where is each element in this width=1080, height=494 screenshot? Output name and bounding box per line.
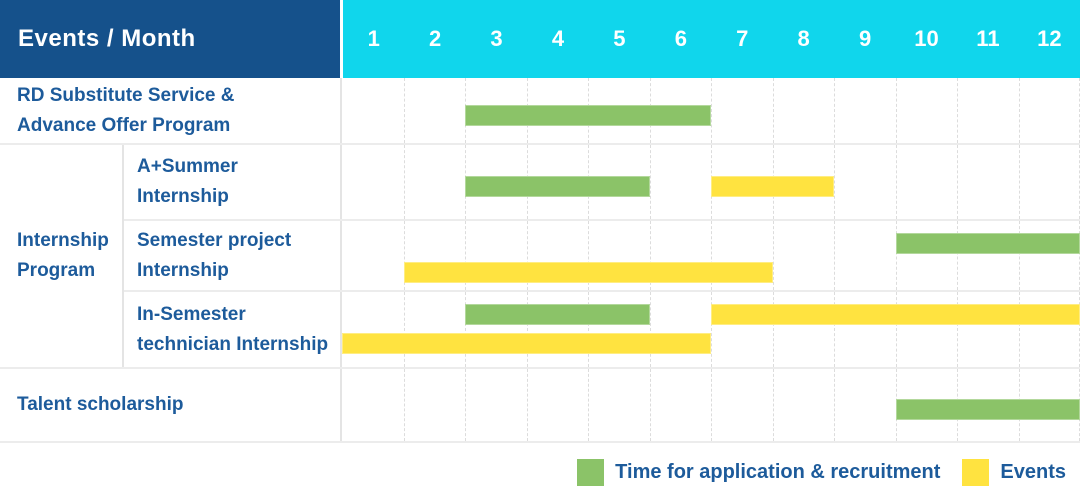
month-header-7: 7 [736,26,749,51]
month-gridline [526,221,528,291]
month-gridline [1018,78,1020,144]
row-label: Talent scholarship [17,394,184,416]
month-gridline [526,292,528,368]
month-gridline [465,369,466,441]
month-gridline [403,78,405,144]
month-gridline [957,292,958,368]
month-gridline [772,292,774,368]
month-gridline [649,369,651,441]
month-header-9: 9 [858,26,872,51]
month-gridline [772,78,774,144]
month-gridline [649,292,651,368]
month-header-3: 3 [490,26,503,51]
table-header-row: Events / Month 1 2 3 4 5 6 7 8 9 10 11 12 [0,0,1080,78]
month-gridline [834,145,835,220]
month-gridline [957,221,958,291]
legend-label: Events [1000,461,1066,483]
month-gridline [465,292,466,368]
event-bar [711,304,1080,326]
month-gridline [895,221,897,291]
month-gridline [711,78,712,144]
recruitment-bar [895,233,1080,255]
recruitment-bar [465,176,650,198]
month-gridline [895,145,897,220]
recruitment-bar [465,304,650,326]
month-header-10: 10 [914,26,939,51]
month-header-2: 2 [429,26,442,51]
chart-cell [340,221,1080,291]
legend-item-recruitment: Time for application & recruitment [577,459,940,486]
month-header-strip: 1 2 3 4 5 6 7 8 9 10 11 12 [340,0,1080,78]
event-bar [711,176,834,198]
month-gridline [465,221,466,291]
row-label: RD Substitute Service & Advance Offer Pr… [17,84,235,136]
month-header-12: 12 [1037,26,1062,51]
row-label: In-Semester technician Internship [137,303,329,355]
month-gridline [772,221,774,291]
row-label: A+Summer Internship [137,156,238,208]
corner-header-label: Events / Month [18,25,196,52]
month-gridline [1018,292,1020,368]
chart-cell [340,145,1080,220]
row-rd-substitute-service: RD Substitute Service & Advance Offer Pr… [0,78,1080,146]
month-gridline [772,369,774,441]
month-gridline [1018,221,1020,291]
recruitment-bar [895,399,1080,421]
chart-cell [340,369,1080,441]
month-gridline [957,78,958,144]
month-gridline [711,221,712,291]
month-gridline [895,78,897,144]
month-header-5: 5 [613,26,626,51]
month-header-11: 11 [976,26,1000,51]
month-gridline [403,369,405,441]
legend-item-events: Events [962,459,1066,486]
internship-program-group: Internship Program A+Summer Internship S… [0,145,1080,370]
recruitment-swatch-icon [577,459,605,486]
month-gridline [403,292,405,368]
schedule-table: Events / Month 1 2 3 4 5 6 7 8 9 10 11 12 RD Substi… [0,0,1080,443]
row-label: Semester project Internship [137,229,292,281]
events-swatch-icon [962,459,990,486]
month-gridline [403,221,405,291]
month-gridline [834,369,835,441]
legend-label: Time for application & recruitment [615,461,941,483]
month-gridline [649,221,651,291]
month-gridline [711,369,712,441]
month-gridline [526,369,528,441]
month-gridline [834,292,835,368]
corner-header-cell: Events / Month [0,0,340,78]
month-gridline [649,145,651,220]
month-header-1: 1 [367,26,380,51]
month-gridline [1018,145,1020,220]
month-gridline [957,145,958,220]
row-in-semester-technician-internship: In-Semester technician Internship [124,292,1080,368]
row-semester-project-internship: Semester project Internship [124,221,1080,293]
month-gridline [834,221,835,291]
row-talent-scholarship: Talent scholarship [0,369,1080,443]
month-gridline [403,145,405,220]
month-gridline [588,292,589,368]
legend: Time for application & recruitment Event… [0,443,1080,494]
event-bar [403,262,773,284]
chart-cell [340,78,1080,144]
recruitment-bar [465,104,711,126]
month-gridline [711,292,712,368]
chart-cell [340,292,1080,368]
row-a-plus-summer-internship: A+Summer Internship [124,145,1080,222]
month-gridline [895,292,897,368]
internship-subrows: A+Summer Internship Semester project Int… [124,145,1080,368]
month-header-8: 8 [797,26,810,51]
month-gridline [588,369,589,441]
group-label: Internship Program [0,145,124,368]
month-gridline [834,78,835,144]
month-header-4: 4 [551,26,565,51]
month-header-6: 6 [674,26,687,51]
month-gridline [588,221,589,291]
event-bar [342,333,711,355]
